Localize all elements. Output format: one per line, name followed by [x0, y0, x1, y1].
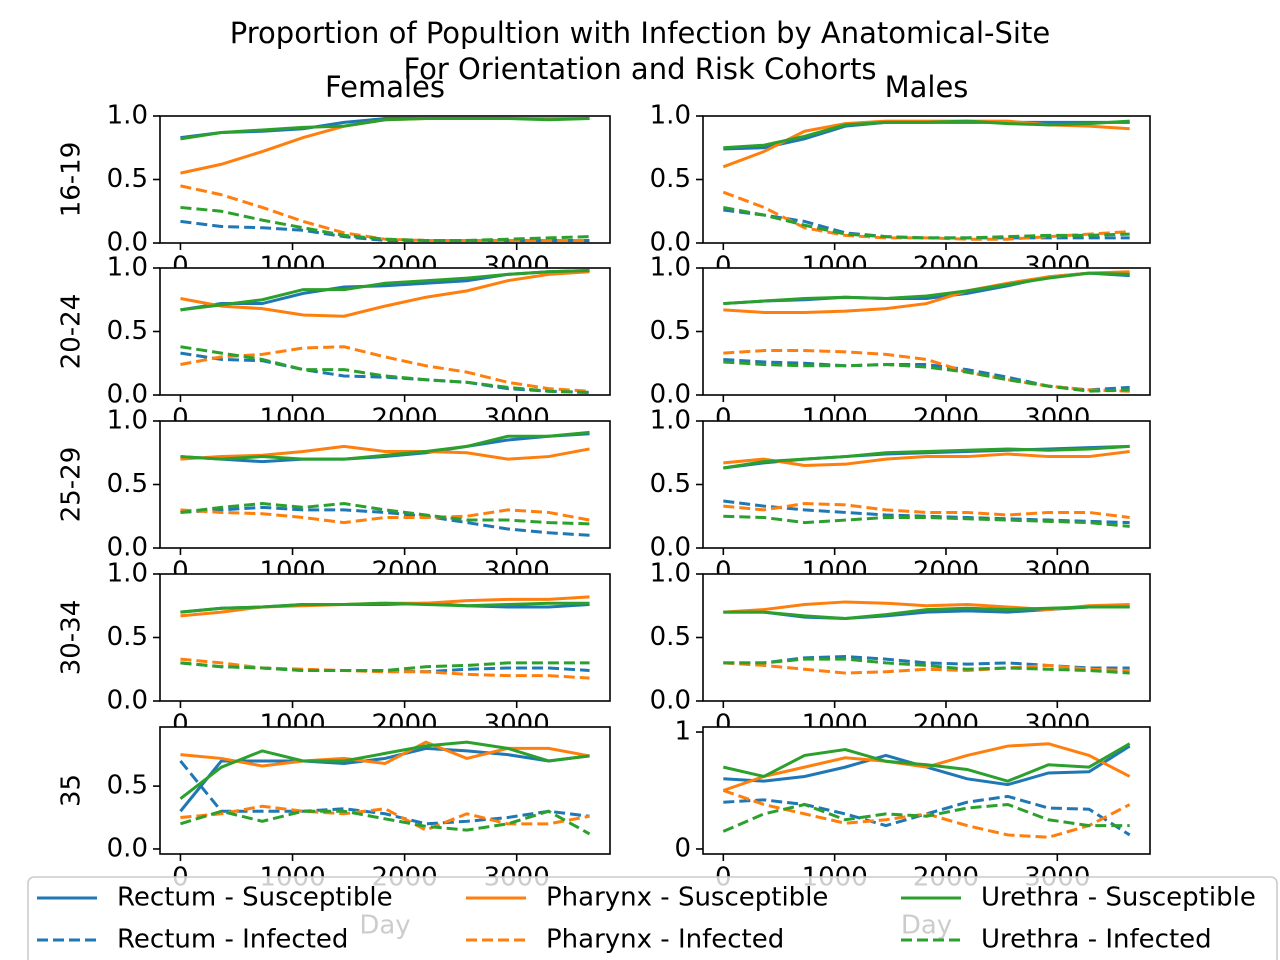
legend-label: Pharynx - Susceptible: [546, 883, 828, 913]
legend-label: Urethra - Infected: [981, 925, 1212, 955]
series-line: [723, 444, 1130, 470]
series-line: [180, 740, 590, 768]
legend-label: Pharynx - Infected: [546, 925, 784, 955]
axes-background: [703, 268, 1150, 395]
y-tick-label: 0.5: [107, 316, 148, 346]
y-tick-label: 0.5: [107, 771, 148, 801]
series-line: [180, 269, 590, 312]
axes-background: [160, 268, 610, 395]
y-tick-label: 0.0: [650, 228, 691, 258]
y-tick-label: 1.0: [650, 559, 691, 589]
series-line: [723, 605, 1130, 620]
legend-label: Urethra - Susceptible: [981, 883, 1256, 913]
legend: Rectum - Susceptible Rectum - Infected Pha…: [27, 876, 1278, 960]
y-tick-label: 0.0: [107, 686, 148, 716]
series-line: [722, 742, 1131, 783]
axes-frame: [159, 726, 611, 855]
series-line: [180, 508, 590, 525]
series-line: [180, 601, 590, 614]
series-line: [180, 430, 590, 461]
series-line: [180, 444, 590, 461]
series-line: [180, 345, 590, 394]
series-line: [723, 502, 1130, 520]
series-line: [723, 360, 1130, 393]
y-tick-label: 0.0: [107, 833, 148, 863]
column-title: Males: [885, 70, 969, 104]
series-line: [180, 809, 591, 836]
y-tick-label: 0.0: [650, 686, 691, 716]
row-label: 35: [57, 774, 87, 807]
y-tick-label: 1.0: [107, 253, 148, 283]
axes-background: [160, 727, 610, 854]
y-tick-label: 1.0: [107, 406, 148, 436]
series-line: [723, 449, 1130, 467]
row-label: 20-24: [57, 294, 87, 370]
series-line: [180, 219, 590, 242]
series-line: [722, 789, 1131, 839]
series-line: [723, 661, 1130, 675]
y-tick-label: 1.0: [650, 406, 691, 436]
y-tick-label: 0.0: [650, 380, 691, 410]
y-tick-label: 1: [674, 717, 691, 747]
series-line: [180, 505, 590, 537]
axes-background: [703, 421, 1150, 548]
y-tick-label: 0.5: [107, 622, 148, 652]
series-line: [179, 760, 590, 826]
series-line: [723, 208, 1130, 240]
figure-subtitle: For Orientation and Risk Cohorts: [403, 52, 876, 86]
series-line: [723, 794, 1131, 837]
axes-background: [160, 574, 610, 701]
y-tick-label: 0.0: [650, 533, 691, 563]
y-tick-label: 0.5: [650, 469, 691, 499]
series-line: [180, 184, 590, 242]
y-tick-label: 0.0: [107, 380, 148, 410]
figure-title: Proportion of Popultion with Infection b…: [230, 16, 1050, 50]
series-line: [180, 345, 590, 393]
series-line: [723, 205, 1130, 240]
y-tick-label: 0.5: [650, 164, 691, 194]
series-line: [180, 661, 590, 673]
series-line: [180, 205, 590, 242]
y-tick-label: 0.5: [650, 316, 691, 346]
y-tick-label: 0.0: [107, 228, 148, 258]
series-line: [723, 657, 1130, 675]
column-title: Females: [325, 70, 445, 104]
row-label: 25-29: [57, 447, 87, 523]
series-line: [723, 119, 1130, 150]
legend-frame: [27, 876, 1278, 960]
y-tick-label: 1.0: [650, 253, 691, 283]
y-tick-label: 0.5: [650, 622, 691, 652]
axes-background: [703, 727, 1150, 854]
y-tick-label: 1.0: [107, 101, 148, 131]
axes-background: [160, 116, 610, 243]
series-line: [180, 502, 590, 526]
y-tick-label: 0.0: [107, 533, 148, 563]
series-line: [180, 117, 590, 141]
series-line: [179, 746, 590, 813]
y-tick-label: 0.5: [107, 164, 148, 194]
series-line: [179, 740, 590, 800]
series-line: [180, 804, 590, 832]
axes-frame: [702, 726, 1151, 855]
legend-label: Rectum - Infected: [117, 925, 348, 955]
y-tick-label: 0.5: [107, 469, 148, 499]
series-line: [722, 802, 1130, 833]
y-tick-label: 1.0: [650, 101, 691, 131]
axes-background: [703, 116, 1150, 243]
series-line: [722, 742, 1131, 792]
series-line: [723, 514, 1130, 528]
axes-background: [703, 574, 1150, 701]
series-line: [723, 271, 1130, 306]
axes-background: [160, 421, 610, 548]
y-tick-label: 1.0: [107, 559, 148, 589]
row-label: 16-19: [57, 142, 87, 218]
series-line: [180, 270, 590, 318]
legend-label: Rectum - Susceptible: [117, 883, 393, 913]
y-tick-label: 0: [674, 833, 691, 863]
row-label: 30-34: [57, 600, 87, 676]
